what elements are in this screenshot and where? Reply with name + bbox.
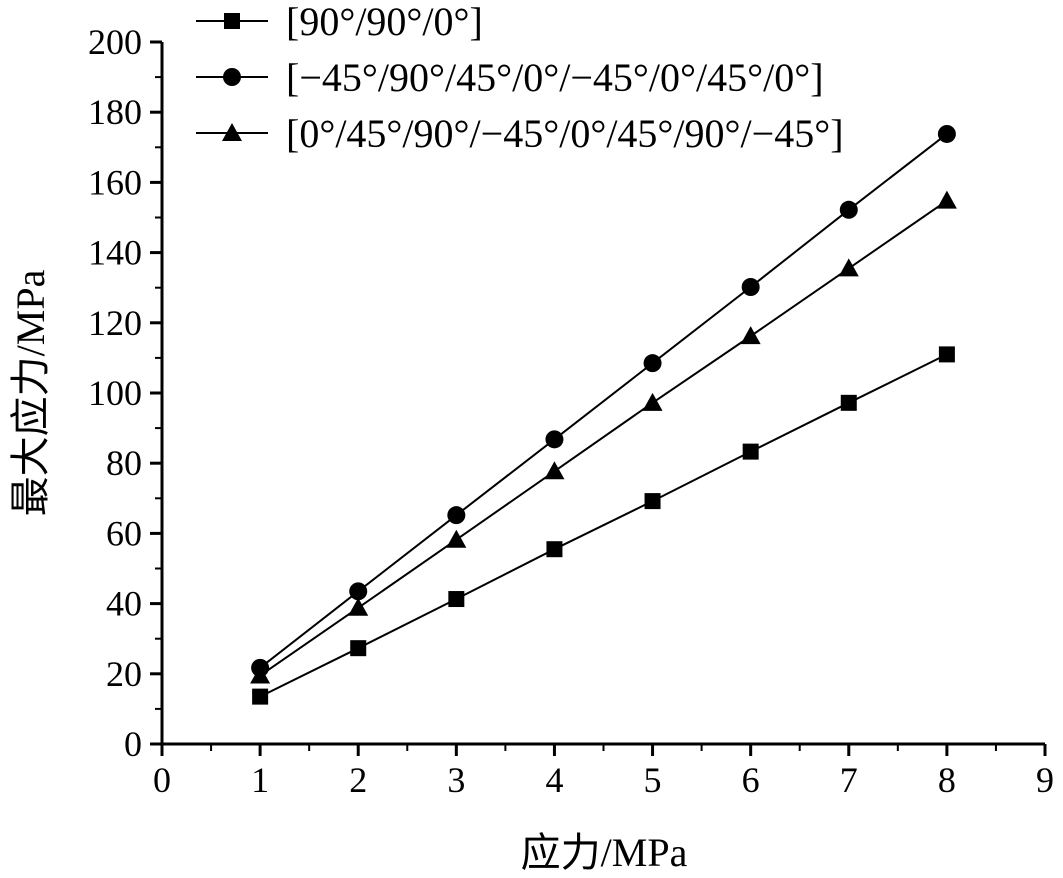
series-square xyxy=(252,346,955,705)
y-tick-label: 160 xyxy=(88,162,142,202)
axes: 0 1 2 3 4 5 6 7 8 9 0 20 40 60 80 100 120 140 160 180 200 xyxy=(88,22,1054,800)
x-tick-label: 3 xyxy=(447,760,465,800)
legend-label: [90°/90°/0°] xyxy=(286,0,483,44)
y-axis-title: 最大应力/MPa xyxy=(8,269,53,516)
data-point xyxy=(447,506,466,525)
data-point xyxy=(740,326,761,345)
y-tick-label: 200 xyxy=(88,22,142,62)
data-point xyxy=(250,665,271,684)
y-tick-label: 0 xyxy=(124,724,142,764)
data-point xyxy=(349,582,368,601)
series-line xyxy=(259,133,948,669)
x-tick-label: 6 xyxy=(742,760,760,800)
legend-marker xyxy=(224,13,240,29)
legend: [90°/90°/0°] [−45°/90°/45°/0°/−45°/0°/45°… xyxy=(196,0,844,156)
data-point xyxy=(446,529,467,548)
data-point xyxy=(350,640,367,657)
y-tick-label: 20 xyxy=(106,654,142,694)
series-layer xyxy=(250,124,957,705)
legend-entry: [90°/90°/0°] xyxy=(196,0,483,44)
legend-label: [−45°/90°/45°/0°/−45°/0°/45°/0°] xyxy=(286,55,824,100)
legend-label: [0°/45°/90°/−45°/0°/45°/90°/−45°] xyxy=(286,111,844,156)
data-point xyxy=(252,688,269,705)
y-tick-label: 120 xyxy=(88,303,142,343)
series-line xyxy=(259,199,948,677)
data-point xyxy=(742,443,759,460)
data-point xyxy=(741,277,760,296)
y-tick-label: 60 xyxy=(106,513,142,553)
data-point xyxy=(545,430,564,449)
x-tick-label: 0 xyxy=(153,760,171,800)
legend-marker xyxy=(222,123,242,141)
data-point xyxy=(840,394,857,411)
legend-marker xyxy=(223,68,241,86)
data-point xyxy=(937,124,956,143)
data-point xyxy=(348,597,369,616)
y-tick-label: 100 xyxy=(88,373,142,413)
y-tick-label: 40 xyxy=(106,584,142,624)
legend-entry: [−45°/90°/45°/0°/−45°/0°/45°/0°] xyxy=(196,55,824,100)
data-point xyxy=(938,346,955,363)
x-tick-label: 1 xyxy=(251,760,269,800)
x-tick-label: 4 xyxy=(545,760,563,800)
data-point xyxy=(644,493,661,510)
x-tick-label: 7 xyxy=(840,760,858,800)
x-axis-title: 应力/MPa xyxy=(521,830,688,875)
x-tick-label: 5 xyxy=(644,760,662,800)
data-point xyxy=(546,541,563,558)
series-circle xyxy=(251,124,956,677)
data-point xyxy=(448,591,465,608)
y-tick-label: 80 xyxy=(106,443,142,483)
data-point xyxy=(544,461,565,480)
data-point xyxy=(936,190,957,209)
x-tick-label: 9 xyxy=(1036,760,1054,800)
data-point xyxy=(642,392,663,411)
data-point xyxy=(838,258,859,277)
x-tick-label: 8 xyxy=(938,760,956,800)
x-tick-label: 2 xyxy=(349,760,367,800)
data-point xyxy=(643,354,662,373)
y-tick-label: 140 xyxy=(88,233,142,273)
series-triangle xyxy=(250,190,957,684)
y-tick-label: 180 xyxy=(88,92,142,132)
series-line xyxy=(259,353,948,698)
data-point xyxy=(839,200,858,219)
legend-entry: [0°/45°/90°/−45°/0°/45°/90°/−45°] xyxy=(196,111,844,156)
